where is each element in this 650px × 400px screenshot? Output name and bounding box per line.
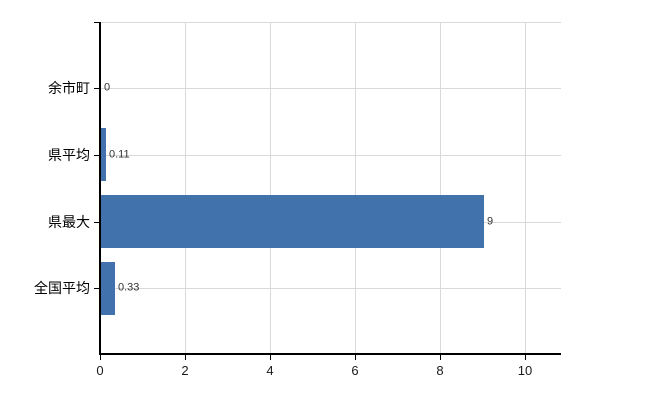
category-label-余市町: 余市町	[48, 80, 90, 96]
y-axis-line	[99, 22, 101, 354]
y-axis-tick	[94, 155, 100, 156]
y-axis-tick	[94, 88, 100, 89]
x-tick-label: 2	[181, 363, 189, 378]
category-label-全国平均: 全国平均	[34, 280, 90, 296]
x-gridline	[355, 22, 356, 354]
x-tick-label: 10	[517, 363, 533, 378]
x-tick-label: 0	[96, 363, 104, 378]
x-axis-tick	[440, 354, 441, 360]
y-axis-tick	[94, 222, 100, 223]
value-label: 0	[104, 81, 111, 94]
x-tick-label: 6	[351, 363, 359, 378]
y-axis-top-tick	[94, 22, 100, 23]
y-axis-tick	[94, 288, 100, 289]
bar-全国平均	[101, 262, 115, 315]
x-gridline	[270, 22, 271, 354]
value-label: 0.33	[118, 281, 140, 294]
x-tick-label: 8	[436, 363, 444, 378]
x-gridline	[185, 22, 186, 354]
x-tick-label: 4	[266, 363, 274, 378]
x-axis-line	[99, 353, 561, 355]
category-gridline	[100, 88, 561, 89]
x-gridline	[525, 22, 526, 354]
category-gridline	[100, 288, 561, 289]
x-axis-tick	[270, 354, 271, 360]
x-axis-tick	[355, 354, 356, 360]
x-axis-tick	[525, 354, 526, 360]
category-gridline	[100, 155, 561, 156]
plot-top-border	[100, 22, 561, 23]
x-axis-tick	[185, 354, 186, 360]
bar-県平均	[101, 128, 106, 181]
category-label-県平均: 県平均	[48, 147, 90, 163]
bar-県最大	[101, 195, 484, 248]
x-gridline	[440, 22, 441, 354]
category-label-県最大: 県最大	[48, 214, 90, 230]
value-label: 9	[487, 215, 494, 228]
x-axis-tick	[100, 354, 101, 360]
value-label: 0.11	[109, 148, 130, 161]
